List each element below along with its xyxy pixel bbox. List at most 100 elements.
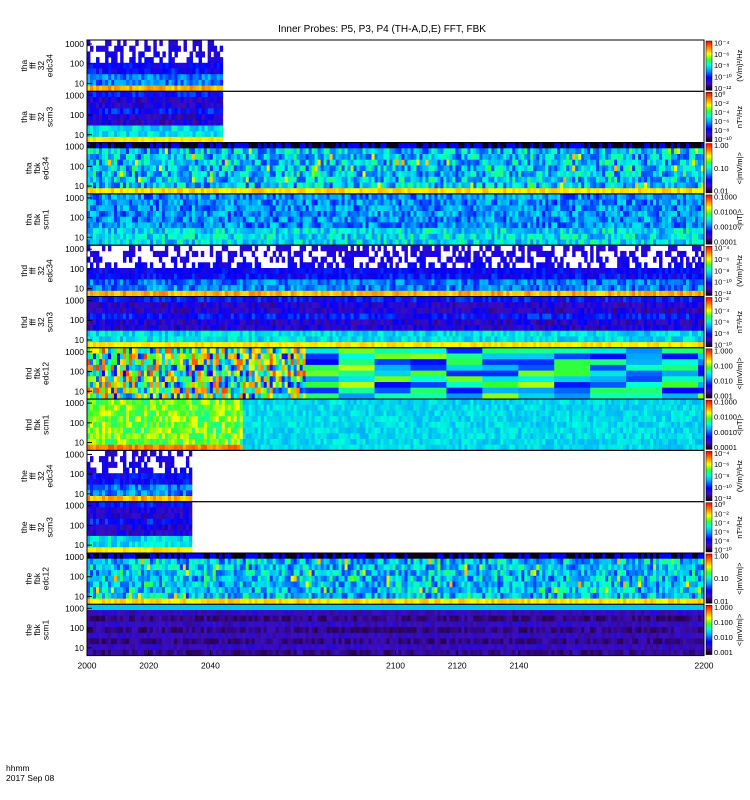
spectrogram-cell	[524, 234, 527, 240]
spectrogram-cell	[249, 177, 252, 183]
spectrogram-cell	[560, 211, 563, 217]
spectrogram-cell	[252, 183, 255, 189]
spectrogram-cell	[336, 240, 339, 246]
spectrogram-cell	[404, 234, 407, 240]
spectrogram-cell	[611, 177, 614, 183]
spectrogram-cell	[387, 183, 390, 189]
spectrogram-cell	[629, 222, 632, 228]
spectrogram-cell	[381, 234, 384, 240]
spectrogram-cell	[309, 234, 312, 240]
spectrogram-cell	[393, 217, 396, 223]
panels-group: 101001000thafff32edc3410⁻¹²10⁻¹⁰10⁻⁸10⁻⁶…	[19, 39, 744, 658]
spectrogram-cell	[626, 234, 629, 240]
spectrogram-cell	[147, 160, 150, 166]
spectrogram-cell	[246, 148, 249, 154]
spectrogram-cell	[126, 165, 129, 171]
spectrogram-cell	[479, 165, 482, 171]
spectrogram-cell	[671, 154, 674, 160]
spectrogram-cell	[351, 200, 354, 206]
spectrogram-cell	[129, 120, 132, 126]
spectrogram-cell	[159, 74, 162, 80]
spectrogram-cell	[276, 188, 279, 194]
spectrogram-cell	[357, 183, 360, 189]
spectrogram-cell	[174, 40, 177, 46]
spectrogram-cell	[196, 114, 199, 120]
spectrogram-cell	[237, 148, 240, 154]
spectrogram-cell	[282, 143, 285, 149]
spectrogram-cell	[509, 240, 512, 246]
spectrogram-cell	[249, 279, 252, 285]
spectrogram-cell	[617, 188, 620, 194]
spectrogram-cell	[246, 143, 249, 149]
spectrogram-cell	[135, 103, 138, 109]
spectrogram-cell	[587, 194, 590, 200]
spectrogram-cell	[193, 103, 196, 109]
spectrogram-cell	[255, 211, 258, 217]
spectrogram-cell	[123, 200, 126, 206]
spectrogram-cell	[608, 194, 611, 200]
spectrogram-cell	[590, 228, 593, 234]
spectrogram-cell	[193, 97, 196, 103]
spectrogram-cell	[584, 143, 587, 149]
spectrogram-cell	[674, 183, 677, 189]
spectrogram-cell	[455, 240, 458, 246]
spectrogram-cell	[96, 74, 99, 80]
spectrogram-cell	[276, 285, 279, 291]
spectrogram-cell	[99, 291, 102, 297]
spectrogram-cell	[297, 205, 300, 211]
spectrogram-cell	[162, 274, 165, 280]
spectrogram-cell	[150, 183, 153, 189]
spectrogram-cell	[611, 165, 614, 171]
spectrogram-cell	[593, 160, 596, 166]
spectrogram-cell	[500, 228, 503, 234]
spectrogram-cell	[575, 205, 578, 211]
spectrogram-cell	[138, 183, 141, 189]
spectrogram-cell	[503, 211, 506, 217]
spectrogram-cell	[620, 188, 623, 194]
spectrogram-cell	[399, 188, 402, 194]
spectrogram-cell	[467, 188, 470, 194]
spectrogram-cell	[449, 228, 452, 234]
spectrogram-cell	[135, 171, 138, 177]
spectrogram-cell	[126, 217, 129, 223]
spectrogram-cell	[132, 222, 135, 228]
spectrogram-cell	[419, 165, 422, 171]
spectrogram-cell	[193, 80, 196, 86]
spectrogram-cell	[306, 234, 309, 240]
spectrogram-cell	[267, 200, 270, 206]
spectrogram-cell	[102, 148, 105, 154]
spectrogram-cell	[184, 86, 187, 92]
spectrogram-cell	[593, 240, 596, 246]
spectrogram-cell	[620, 148, 623, 154]
spectrogram-cell	[509, 177, 512, 183]
spectrogram-cell	[138, 188, 141, 194]
spectrogram-cell	[243, 188, 246, 194]
spectrogram-cell	[303, 268, 306, 274]
spectrogram-cell	[437, 234, 440, 240]
spectrogram-cell	[560, 177, 563, 183]
spectrogram-cell	[692, 194, 695, 200]
spectrogram-cell	[635, 148, 638, 154]
spectrogram-cell	[171, 108, 174, 114]
spectrogram-cell	[219, 194, 222, 200]
spectrogram-cell	[494, 234, 497, 240]
spectrogram-cell	[611, 143, 614, 149]
spectrogram-cell	[177, 211, 180, 217]
colorbar-tick-label: 0.1000	[714, 192, 737, 201]
spectrogram-cell	[297, 143, 300, 149]
spectrogram-cell	[90, 108, 93, 114]
spectrogram-cell	[569, 194, 572, 200]
spectrogram-cell	[225, 228, 228, 234]
spectrogram-cell	[297, 222, 300, 228]
spectrogram-cell	[123, 74, 126, 80]
spectrogram-cell	[108, 154, 111, 160]
spectrogram-cell	[255, 268, 258, 274]
spectrogram-cell	[348, 171, 351, 177]
spectrogram-cell	[138, 217, 141, 223]
spectrogram-cell	[207, 165, 210, 171]
spectrogram-cell	[150, 160, 153, 166]
spectrogram-cell	[518, 205, 521, 211]
spectrogram-cell	[333, 160, 336, 166]
spectrogram-cell	[336, 177, 339, 183]
spectrogram-cell	[683, 200, 686, 206]
